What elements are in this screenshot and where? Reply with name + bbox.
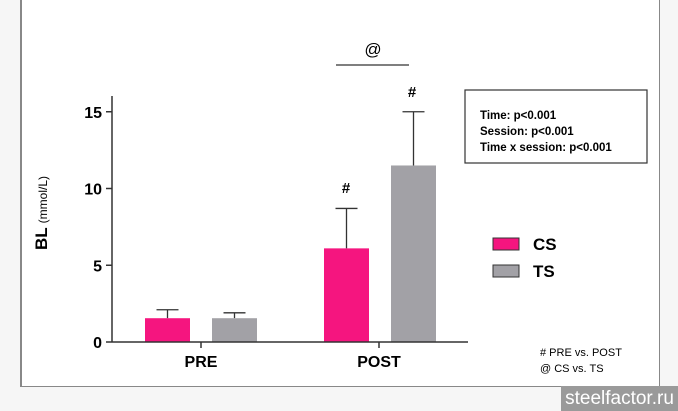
footnote-at: @ CS vs. TS <box>540 363 604 375</box>
y-axis-label: BL (mmol/L) <box>32 176 51 250</box>
y-tick-label: 15 <box>84 105 102 122</box>
legend-label-ts: TS <box>533 262 555 281</box>
y-tick-label: 5 <box>93 258 102 275</box>
bar-ts-pre <box>212 318 257 342</box>
stats-box <box>464 89 648 164</box>
stat-session: Session: p<0.001 <box>480 126 574 138</box>
y-tick-label: 10 <box>84 182 102 199</box>
y-tick-label: 0 <box>93 335 102 352</box>
bar-cs-pre <box>145 318 190 342</box>
legend-label-cs: CS <box>533 235 557 254</box>
bar-ts-post <box>391 165 436 342</box>
x-tick-label: POST <box>357 354 401 371</box>
y-label-unit: (mmol/L) <box>36 176 50 223</box>
stat-interaction: Time x session: p<0.001 <box>480 142 612 154</box>
x-tick-label: PRE <box>185 354 218 371</box>
footnote-hash: # PRE vs. POST <box>540 347 622 359</box>
legend-swatch-cs <box>492 237 520 251</box>
at-marker: @ <box>364 40 381 59</box>
bar-cs-post <box>324 248 369 342</box>
y-label-main: BL <box>32 227 51 250</box>
legend-swatch-ts <box>492 264 520 278</box>
hash-marker-ts: # <box>408 84 417 101</box>
stat-time: Time: p<0.001 <box>480 110 557 122</box>
hash-marker-cs: # <box>342 180 351 197</box>
watermark: steelfactor.ru <box>561 386 678 411</box>
